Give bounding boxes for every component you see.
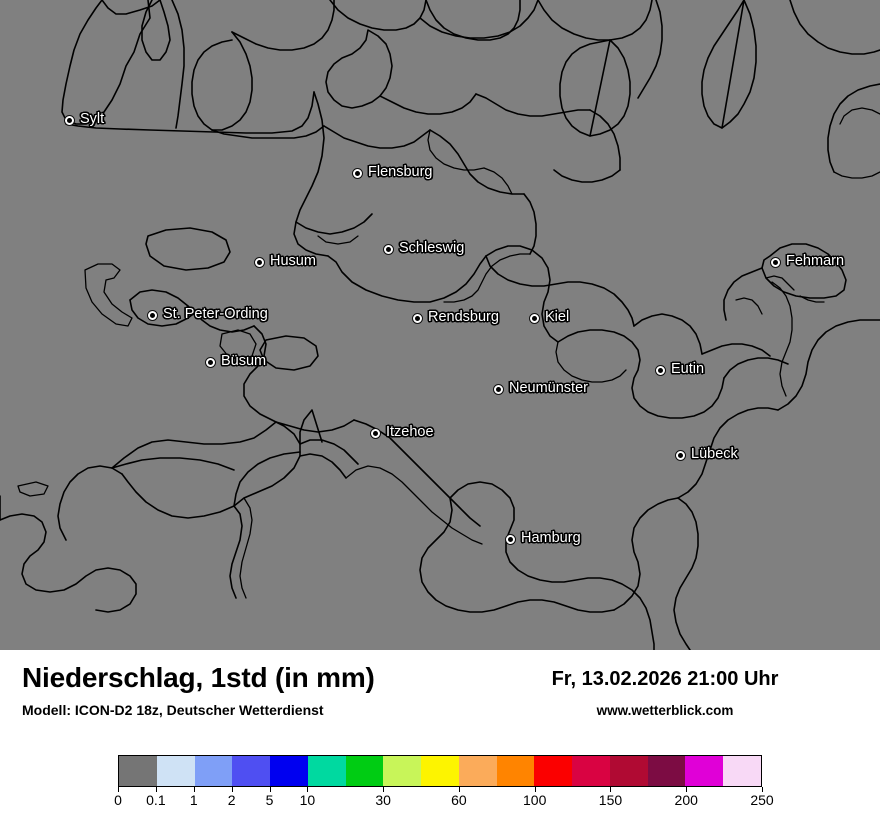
city-label: St. Peter-Ording [163,306,268,322]
colorbar-swatch [156,756,195,786]
colorbar-swatch [232,756,271,786]
colorbar-tick-mark [686,787,688,792]
colorbar-tick-label: 1 [189,792,198,808]
colorbar-swatch [609,756,648,786]
city-dot-icon [492,383,504,395]
city-label: Neumünster [509,380,588,396]
colorbar-tick-label: 2 [227,792,236,808]
colorbar-swatch [345,756,384,786]
colorbar-swatch [421,756,459,786]
colorbar-tick-label: 0 [114,792,122,808]
colorbar-tick-mark [534,787,536,792]
city-label: Hamburg [521,530,581,546]
colorbar-swatch [307,756,346,786]
city-dot-icon [369,427,381,439]
city-label: Lübeck [691,446,738,462]
colorbar-tick-mark [118,787,119,792]
colorbar-swatch [723,756,762,786]
city-label: Kiel [545,309,570,325]
colorbar-tick-mark [458,787,460,792]
colorbar-tick-mark [383,787,385,792]
colorbar-swatch [685,756,724,786]
city-dot-icon [146,309,158,321]
city-label: Flensburg [368,164,433,180]
colorbar-tick-label: 100 [523,792,547,808]
legend-footer: Niederschlag, 1std (in mm) Modell: ICON-… [0,650,880,830]
city-label: Schleswig [399,240,465,256]
city-label: Husum [270,253,316,269]
colorbar-tick-label: 30 [375,792,391,808]
precipitation-map[interactable]: Sylt Flensburg Husum Schleswig Fehmarn St. Pe… [0,0,880,650]
colorbar-tick-mark [762,787,763,792]
colorbar-swatch [572,756,610,786]
city-label: Fehmarn [786,253,845,269]
coastline-layer [0,0,880,650]
colorbar-tick-label: 250 [750,792,774,808]
city-dot-icon [504,533,516,545]
city-dot-icon [253,256,265,268]
colorbar-swatch [270,756,308,786]
city-label: Sylt [80,111,105,127]
city-label: Itzehoe [386,424,434,440]
colorbar-swatch [458,756,497,786]
colorbar-tick-mark [193,787,195,792]
city-dot-icon [351,167,363,179]
website-label: www.wetterblick.com [596,703,734,718]
colorbar-swatch [119,756,157,786]
city-dot-icon [654,364,666,376]
city-dot-icon [769,256,781,268]
city-dot-icon [411,312,423,324]
colorbar-tick-mark [307,787,309,792]
city-dot-icon [63,114,75,126]
colorbar-ticks: 0 0.1 1 2 5 10 30 60 100 150 200 250 [114,787,774,815]
colorbar-tick-mark [231,787,233,792]
colorbar-swatch [383,756,422,786]
colorbar-swatch [534,756,573,786]
colorbar-tick-label: 200 [674,792,698,808]
page-title: Niederschlag, 1std (in mm) [22,662,375,693]
colorbar-tick-label: 0.1 [146,792,166,808]
colorbar-legend: 0 0.1 1 2 5 10 30 60 100 150 200 250 [114,755,774,808]
city-label: Büsum [221,353,267,369]
colorbar-tick-label: 10 [299,792,316,808]
model-subtitle: Modell: ICON-D2 18z, Deutscher Wetterdie… [22,702,324,718]
colorbar-tick-label: 60 [451,792,467,808]
colorbar-swatches [118,755,762,787]
city-label: Eutin [671,361,705,377]
colorbar-swatch [194,756,233,786]
colorbar-tick-label: 150 [598,792,623,808]
colorbar-swatch [647,756,686,786]
colorbar-tick-mark [610,787,612,792]
city-dot-icon [674,449,686,461]
city-dot-icon [382,243,394,255]
colorbar-swatch [496,756,535,786]
city-dot-icon [204,356,216,368]
city-dot-icon [528,312,540,324]
colorbar-tick-mark [269,787,271,792]
colorbar-tick-mark [155,787,157,792]
valid-timestamp: Fr, 13.02.2026 21:00 Uhr [551,668,779,690]
colorbar-tick-label: 5 [265,792,274,808]
city-label: Rendsburg [428,309,499,325]
